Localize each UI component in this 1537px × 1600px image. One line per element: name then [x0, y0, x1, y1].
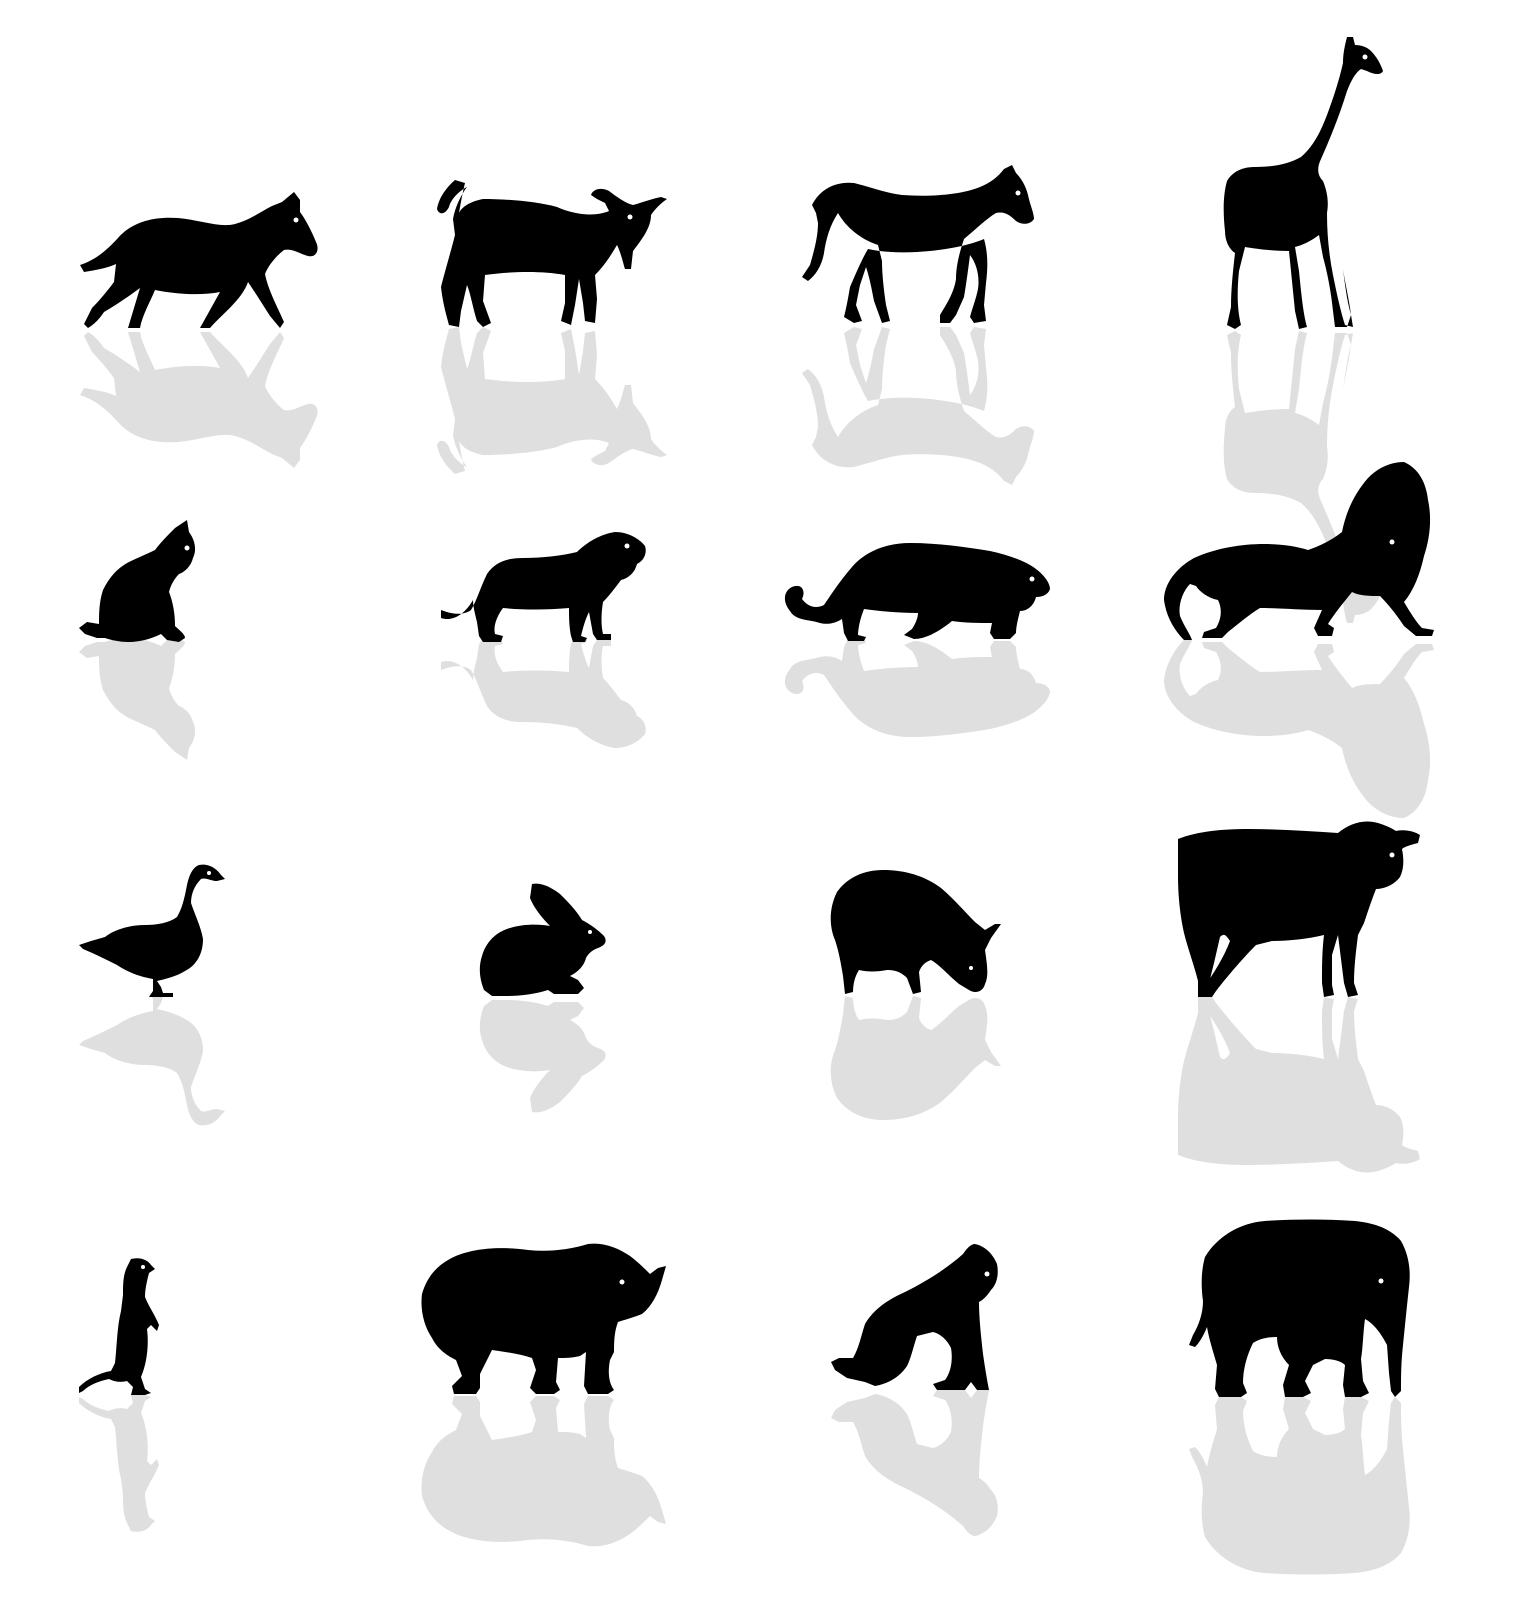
- gorilla-icon: [825, 1240, 1005, 1540]
- reflection: [784, 639, 1050, 737]
- reflection: [831, 1390, 998, 1536]
- cow-icon: [1168, 815, 1428, 1173]
- reflection: [441, 638, 646, 748]
- goose-icon: [75, 855, 235, 1126]
- reflection: [79, 1395, 159, 1532]
- horse-icon: [790, 165, 1050, 485]
- leopard-icon: [780, 535, 1060, 737]
- giraffe-icon: [1215, 35, 1400, 623]
- reflection: [1178, 997, 1420, 1173]
- meerkat-icon: [75, 1255, 175, 1532]
- reflection: [802, 327, 1034, 485]
- reflection: [79, 993, 225, 1126]
- tiger-cub-icon: [437, 530, 652, 748]
- rabbit-icon: [472, 880, 617, 1113]
- zebra-icon: [70, 190, 330, 468]
- reflection: [79, 638, 196, 760]
- elephant-icon: [1185, 1215, 1425, 1575]
- cat-icon: [75, 520, 210, 760]
- reflection: [1164, 640, 1434, 818]
- pig-icon: [825, 860, 1010, 1120]
- reflection: [421, 1396, 666, 1547]
- reflection: [830, 996, 1001, 1120]
- lion-icon: [1160, 460, 1440, 818]
- reflection: [479, 1000, 606, 1113]
- goat-icon: [425, 175, 670, 474]
- reflection: [80, 332, 318, 468]
- reflection: [1189, 1397, 1410, 1575]
- reflection: [437, 327, 667, 474]
- rhino-icon: [418, 1240, 673, 1547]
- reflection: [1223, 331, 1383, 623]
